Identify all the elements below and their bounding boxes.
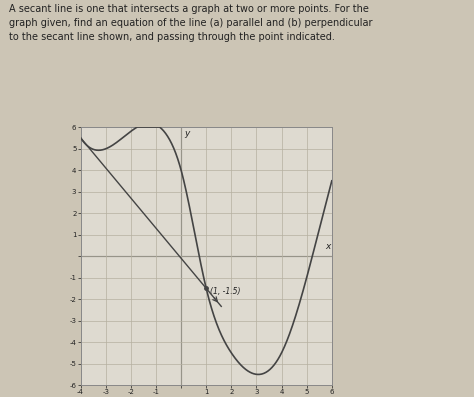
Text: x: x — [325, 242, 330, 251]
Text: y: y — [184, 129, 190, 138]
Text: (1, -1.5): (1, -1.5) — [210, 287, 240, 296]
Text: A secant line is one that intersects a graph at two or more points. For the
grap: A secant line is one that intersects a g… — [9, 4, 373, 42]
